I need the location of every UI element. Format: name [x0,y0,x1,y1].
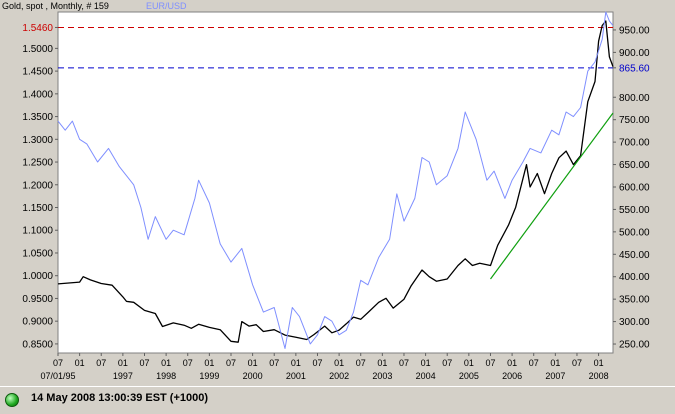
x-axis-tick-label: 01 [507,358,517,368]
chart: 0.8500 0.9000 0.9500 1.0000 1.0500 1.1000 1.15… [2,1,650,381]
x-axis-tick-label: 01 [161,358,171,368]
left-axis-label: 0.9500 [22,294,53,305]
chart-title: Gold, spot , Monthly, # 159 [2,1,109,11]
x-axis-tick-label: 07 [226,358,236,368]
left-axis-label: 0.8500 [22,339,53,350]
x-axis-tick-label: 07 [529,358,539,368]
left-axis-label: 1.3500 [22,112,53,123]
right-axis-label: 600.00 [619,182,650,193]
x-axis-tick-label: 07 [183,358,193,368]
x-axis-tick-label: 01 [248,358,258,368]
x-axis-tick-label: 01 [334,358,344,368]
x-axis-tick-label: 07 [96,358,106,368]
series-label-eurusd: EUR/USD [146,1,187,11]
series-line-gold [57,20,614,343]
x-axis-year-label: 2006 [502,371,522,381]
plot-area [57,11,614,354]
x-axis-year-label: 2000 [243,371,263,381]
right-axis-label: 550.00 [619,205,650,216]
connection-status-icon [5,393,19,407]
right-axis-label: 350.00 [619,295,650,306]
right-axis-label: 900.00 [619,48,650,59]
left-axis-label: 1.2500 [22,158,53,169]
right-axis-label: 750.00 [619,115,650,126]
x-axis-year-label: 1998 [156,371,176,381]
right-axis-label: 500.00 [619,227,650,238]
x-axis-tick-label: 01 [594,358,604,368]
x-axis-tick-label: 01 [75,358,85,368]
right-axis-label: 865.60 [619,63,650,74]
x-axis-tick-label: 07 [269,358,279,368]
timestamp: 14 May 2008 13:00:39 EST (+1000) [31,392,209,404]
x-axis-year-label: 2002 [329,371,349,381]
x-axis-tick-label: 07 [485,358,495,368]
left-axis-label: 1.3000 [22,135,53,146]
x-axis-year-label: 2004 [416,371,436,381]
x-axis-tick-label: 07 [312,358,322,368]
left-axis-label: 0.9000 [22,317,53,328]
status-bar: 14 May 2008 13:00:39 EST (+1000) [0,386,675,414]
x-axis-year-label: 2008 [589,371,609,381]
x-axis-tick-label: 01 [550,358,560,368]
left-axis-label: 1.4000 [22,89,53,100]
x-axis-tick-label: 01 [291,358,301,368]
x-axis-year-label: 1999 [199,371,219,381]
x-axis-tick-label: 07 [442,358,452,368]
x-axis-tick-label: 07 [139,358,149,368]
x-axis-year-label: 2001 [286,371,306,381]
x-axis-tick-label: 01 [118,358,128,368]
x-axis-year-label: 2007 [545,371,565,381]
left-axis-label: 1.2000 [22,180,53,191]
left-axis-label: 1.4500 [22,67,53,78]
x-axis-tick-label: 01 [464,358,474,368]
x-axis-tick-label: 07 [399,358,409,368]
series-line-eurusd [57,11,614,349]
x-axis-tick-label: 01 [377,358,387,368]
right-axis-label: 650.00 [619,160,650,171]
x-axis-year-label: 2005 [459,371,479,381]
right-axis-label: 800.00 [619,93,650,104]
right-axis-label: 250.00 [619,340,650,351]
left-axis-label: 1.1000 [22,226,53,237]
x-axis-tick-label: 01 [421,358,431,368]
left-axis-label: 1.1500 [22,203,53,214]
x-axis-tick-label: 07 [572,358,582,368]
x-axis-tick-label: 07 [53,358,63,368]
right-axis-label: 400.00 [619,272,650,283]
right-axis-label: 700.00 [619,138,650,149]
left-axis-label: 1.0000 [22,271,53,282]
left-axis-label: 1.0500 [22,248,53,259]
x-axis-year-label: 1997 [113,371,133,381]
x-axis-tick-label: 07 [356,358,366,368]
right-axis-label: 950.00 [619,25,650,36]
left-axis-label: 1.5460 [22,23,53,34]
x-axis-tick-label: 01 [204,358,214,368]
x-axis-year-label: 07/01/95 [40,371,75,381]
trend-line [490,112,614,280]
right-axis-label: 300.00 [619,317,650,328]
right-axis-label: 450.00 [619,250,650,261]
x-axis-year-label: 2003 [372,371,392,381]
left-axis-label: 1.5000 [22,44,53,55]
